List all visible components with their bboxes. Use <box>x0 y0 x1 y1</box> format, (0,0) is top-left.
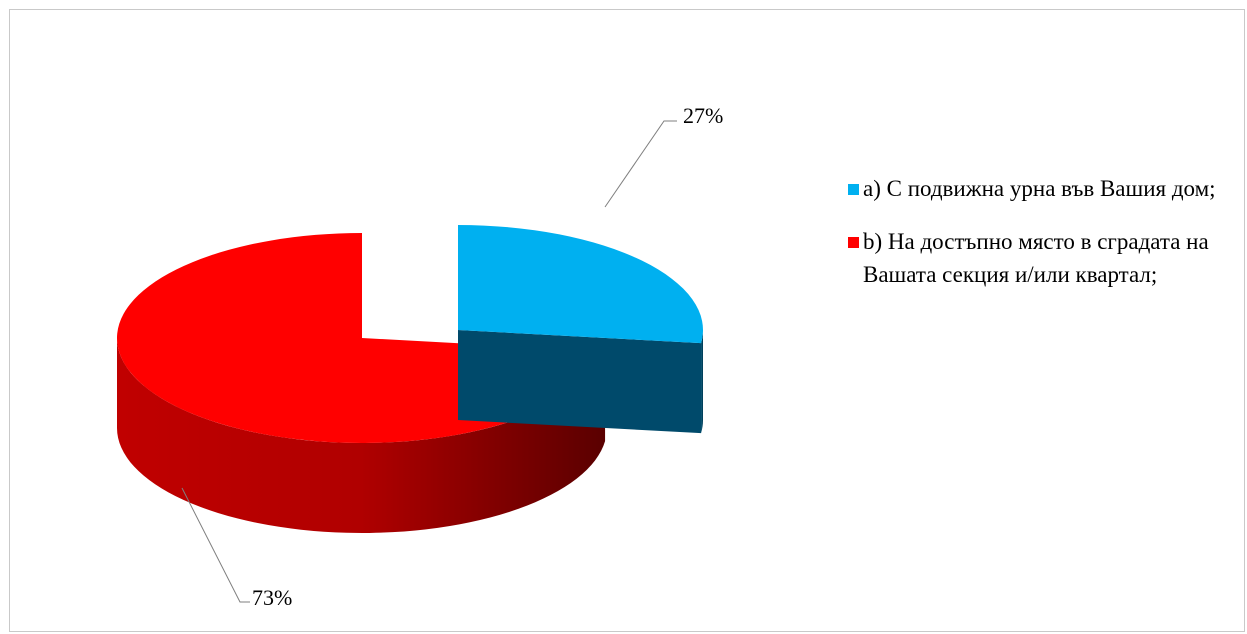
data-label-0: 27% <box>683 103 723 128</box>
slice-top-0 <box>458 225 703 344</box>
legend: a) С подвижна урна във Вашия дом; b) На … <box>848 172 1243 311</box>
leader-line-1 <box>181 487 250 603</box>
legend-item-a: a) С подвижна урна във Вашия дом; <box>848 172 1243 205</box>
slice-side-0 <box>701 330 703 434</box>
leader-line-0 <box>604 120 677 208</box>
slice-cut-0 <box>458 330 702 434</box>
slice-side-1 <box>117 338 606 534</box>
legend-item-b: b) На достъпно място в сградата на Вашат… <box>848 225 1243 291</box>
data-label-1: 73% <box>252 585 292 610</box>
legend-label-b: b) На достъпно място в сградата на Вашат… <box>863 229 1209 287</box>
legend-label-a: a) С подвижна урна във Вашия дом; <box>863 176 1216 201</box>
legend-swatch-b <box>848 237 859 248</box>
legend-swatch-a <box>848 184 859 195</box>
